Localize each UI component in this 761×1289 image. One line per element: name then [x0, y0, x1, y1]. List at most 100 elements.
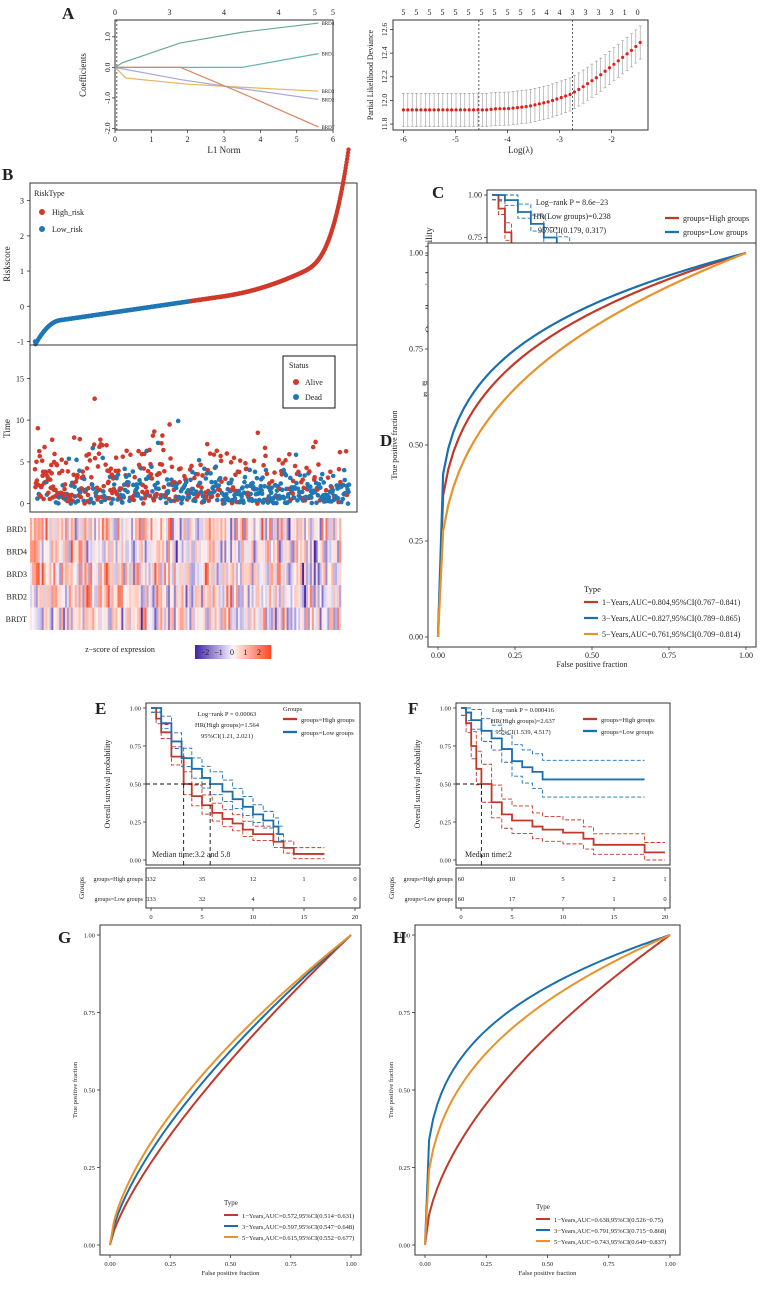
status-point: [157, 471, 162, 476]
heatmap-cell: [113, 607, 116, 630]
heatmap-cell: [121, 607, 124, 630]
x-tick-label: 5: [510, 914, 513, 921]
heatmap-cell: [249, 585, 252, 608]
heatmap-cell: [267, 585, 270, 608]
heatmap-cell: [239, 518, 243, 541]
expression-heatmap: [30, 518, 342, 630]
status-point: [155, 440, 161, 446]
heatmap-cell: [230, 585, 233, 608]
y-tick-label: 1.00: [409, 249, 423, 258]
heatmap-cell: [327, 518, 330, 541]
y-tick-label: 12.6: [380, 23, 389, 36]
status-point: [281, 495, 287, 501]
heatmap-cell: [216, 607, 219, 630]
status-point: [247, 467, 253, 473]
heatmap-cell: [253, 607, 256, 630]
coef-path-label: BRD1: [321, 53, 334, 58]
heatmap-cell: [197, 518, 200, 541]
heatmap-cell: [307, 585, 311, 608]
heatmap-cell: [251, 562, 254, 586]
heatmap-cell: [169, 540, 173, 563]
top-tick-label: 4: [222, 8, 226, 17]
heatmap-cell: [171, 540, 175, 563]
heatmap-cell: [98, 585, 101, 608]
y-tick-label: 12.4: [380, 46, 389, 59]
heatmap-cell: [173, 585, 177, 608]
cv-point: [441, 108, 445, 112]
status-point: [150, 433, 156, 438]
y-axis-label: Coefficients: [78, 53, 88, 97]
heatmap-cell: [90, 518, 93, 541]
heatmap-cell: [247, 540, 250, 563]
status-point: [59, 457, 65, 463]
heatmap-cell: [191, 540, 194, 563]
status-point: [195, 472, 201, 477]
risk-table-row-label: groups=High groups: [403, 877, 453, 883]
status-point: [224, 451, 230, 456]
x-tick-label: 1.00: [345, 1261, 356, 1268]
heatmap-cell: [339, 518, 342, 541]
status-point: [222, 500, 227, 506]
heatmap-cell: [35, 585, 39, 608]
heatmap-cell: [166, 562, 169, 586]
heatmap-cell: [33, 607, 37, 630]
cv-point: [612, 62, 616, 66]
heatmap-cell: [183, 540, 186, 563]
heatmap-cell: [339, 585, 342, 608]
heatmap-cell: [292, 518, 295, 541]
heatmap-cell: [142, 607, 145, 630]
heatmap-cell: [142, 585, 145, 608]
heatmap-cell: [107, 585, 110, 608]
top-tick-label: 1: [623, 8, 627, 17]
heatmap-cell: [333, 585, 336, 608]
legend-label: 1−Years,AUC=0.572,95%CI(0.514−0.631): [242, 1213, 354, 1220]
heatmap-cell: [43, 518, 46, 541]
stats-text: 95%CI(1.21, 2.021): [201, 733, 253, 740]
heatmap-cell: [300, 518, 303, 541]
heatmap-cell: [49, 562, 52, 586]
heatmap-cell: [177, 562, 180, 586]
heatmap-cell: [325, 518, 328, 541]
roc-curve-1: [436, 251, 747, 638]
heatmap-cell: [284, 540, 287, 563]
heatmap-cell: [154, 562, 157, 586]
heatmap-cell: [300, 540, 303, 563]
heatmap-cell: [237, 607, 241, 630]
heatmap-cell: [216, 518, 219, 541]
status-point: [263, 453, 268, 459]
heatmap-cell: [33, 562, 37, 586]
status-point: [163, 500, 169, 506]
heatmap-cell: [125, 540, 128, 563]
x-tick-label: -2: [608, 135, 615, 144]
status-point: [164, 477, 170, 482]
heatmap-cell: [92, 562, 95, 586]
status-point: [35, 496, 40, 501]
status-point: [125, 489, 130, 495]
heatmap-cell: [64, 562, 68, 586]
top-tick-label: 5: [453, 8, 457, 17]
coef-path-label: BRD4: [321, 22, 334, 27]
status-point: [175, 418, 181, 424]
heatmap-cell: [105, 518, 109, 541]
colorbar-cell: [237, 645, 240, 659]
y-tick-label: 0.00: [399, 1243, 410, 1250]
top-tick-label: 4: [545, 8, 549, 17]
heatmap-cell: [296, 562, 299, 586]
heatmap-cell: [276, 607, 280, 630]
heatmap-cell: [317, 585, 320, 608]
status-point: [279, 487, 285, 493]
heatmap-cell: [98, 540, 101, 563]
km-curve-1: [461, 707, 645, 781]
heatmap-cell: [331, 585, 334, 608]
heatmap-cell: [168, 518, 171, 541]
status-point: [200, 473, 205, 478]
coef-path-BRD3: [114, 66, 319, 92]
heatmap-cell: [284, 585, 287, 608]
heatmap-cell: [177, 607, 180, 630]
heatmap-cell: [327, 540, 330, 563]
cv-point: [463, 108, 467, 112]
status-point: [236, 488, 242, 494]
heatmap-cell: [204, 518, 208, 541]
cv-point: [577, 87, 581, 92]
heatmap-cell: [45, 518, 48, 541]
